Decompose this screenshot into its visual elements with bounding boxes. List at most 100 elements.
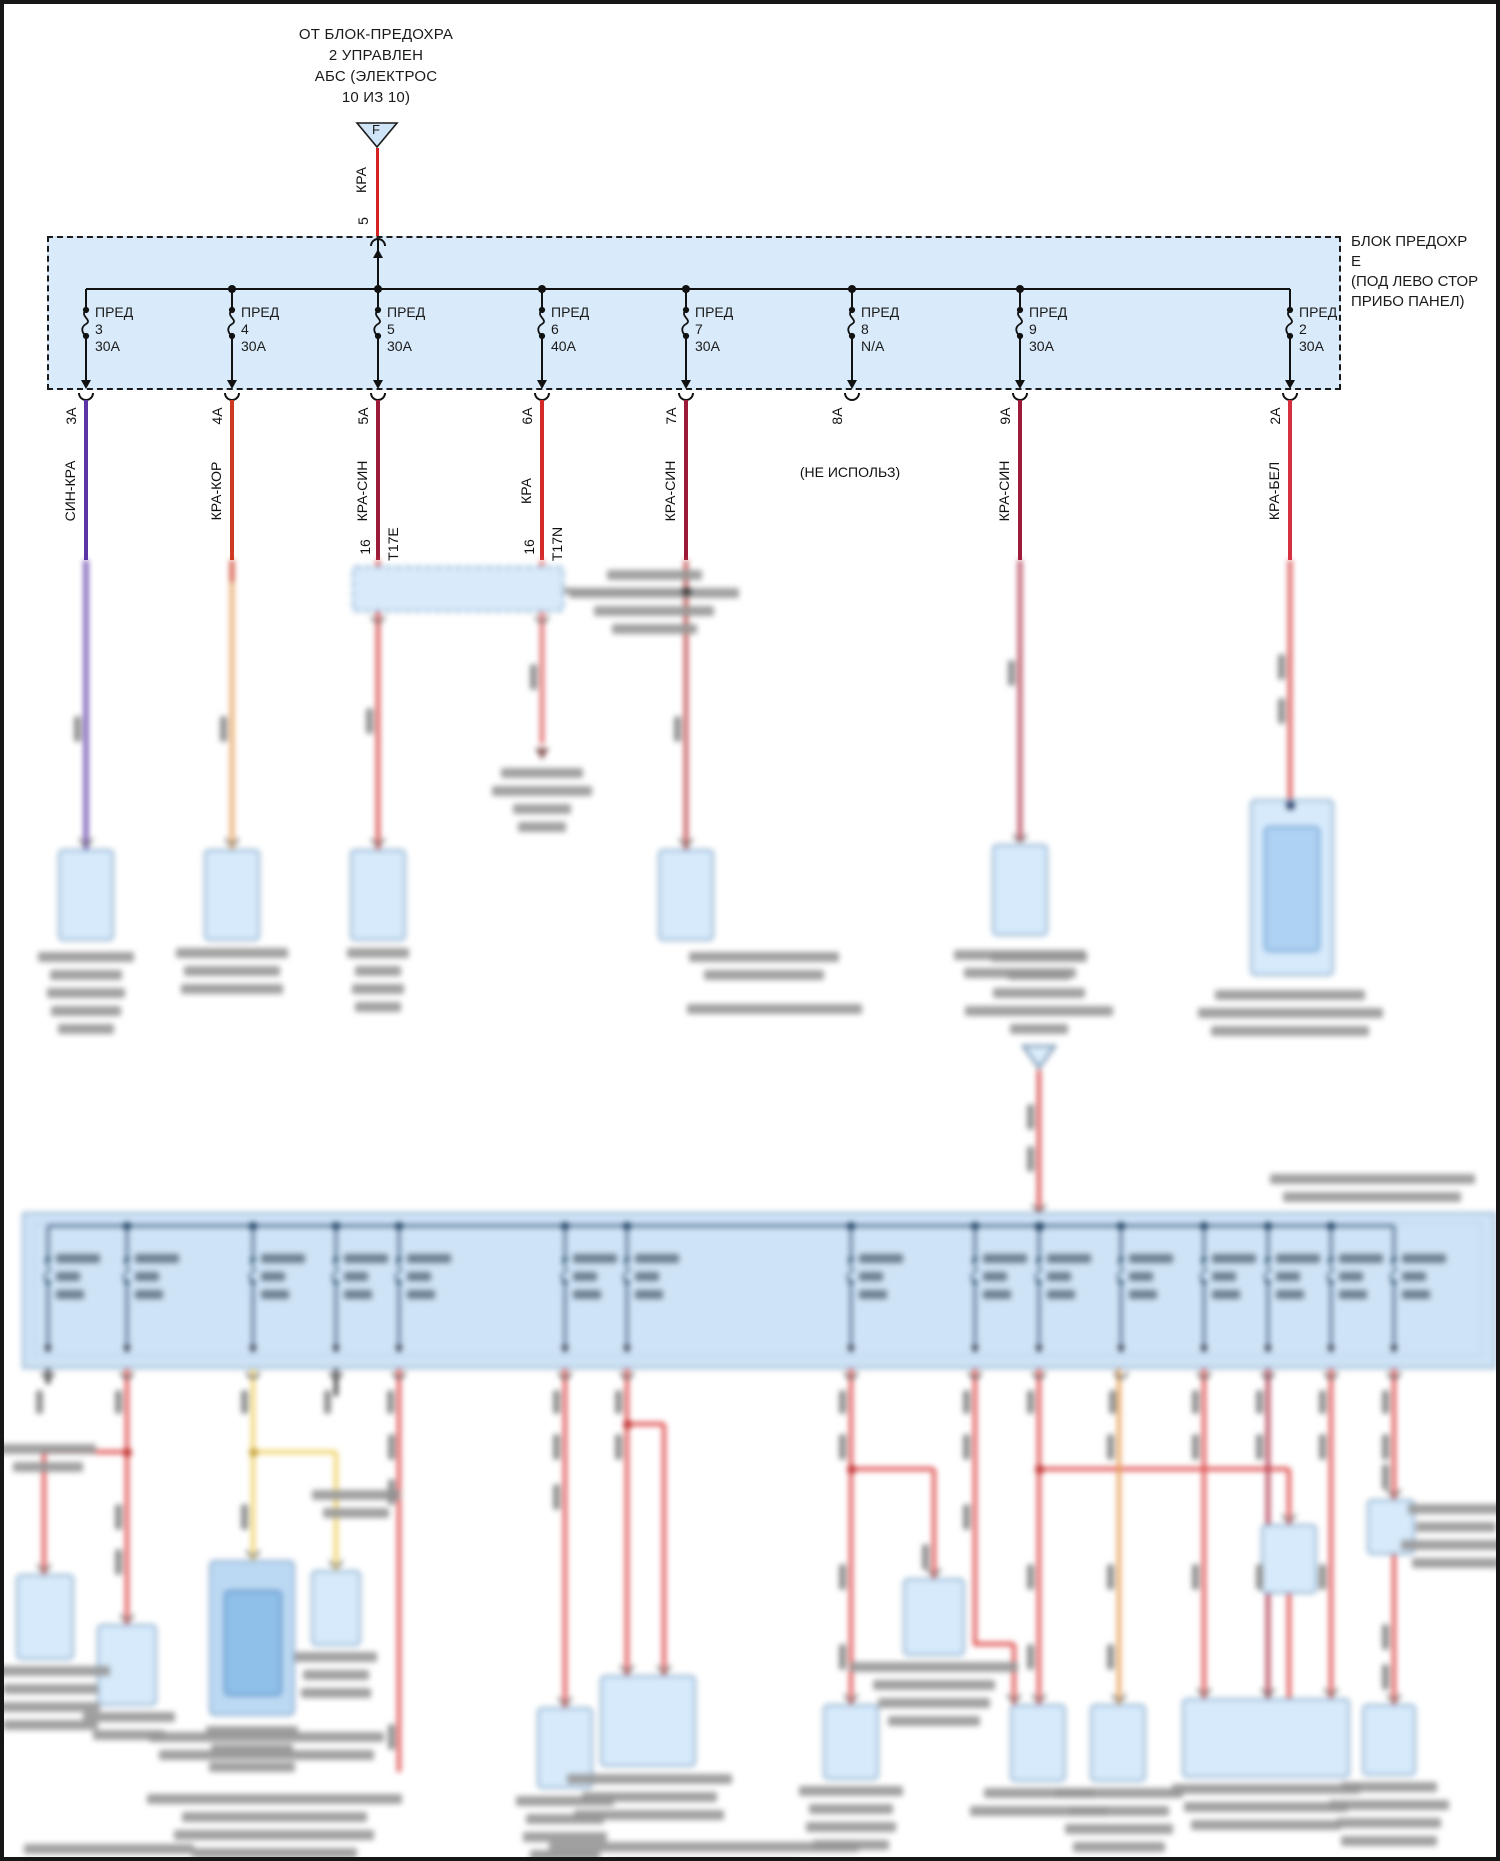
arrowhead-icon xyxy=(373,249,383,258)
blurred-fuse-label xyxy=(1212,1290,1240,1299)
lower-tap xyxy=(1267,1226,1269,1260)
blurred-pin-mark xyxy=(241,1504,248,1530)
connector-id-label: T17E xyxy=(385,527,401,561)
connector-cup-icon xyxy=(1261,1372,1275,1379)
fuse-output-pin-label: 8А xyxy=(829,407,845,425)
blurred-pin-mark xyxy=(1382,1390,1389,1414)
blurred-fuse-label xyxy=(859,1290,887,1299)
blurred-pin-mark xyxy=(1319,1564,1326,1590)
blurred-fuse-label xyxy=(1047,1290,1075,1299)
blurred-caption-line xyxy=(581,1792,717,1802)
blurred-fuse-label xyxy=(1276,1272,1300,1281)
blurred-wire xyxy=(975,1642,1014,1646)
unused-note: (НЕ ИСПОЛЬЗ) xyxy=(799,464,901,480)
source-note: ОТ БЛОК-ПРЕДОХРА 2 УПРАВЛЕН АБС (ЭЛЕКТРО… xyxy=(226,24,526,108)
blurred-fuse-label xyxy=(135,1254,179,1263)
junction-dot xyxy=(1034,1221,1044,1231)
feed-wire xyxy=(375,148,379,236)
blurred-wire xyxy=(1117,1369,1121,1706)
blurred-wire xyxy=(1392,1369,1396,1501)
blurred-pin-mark xyxy=(963,1504,970,1530)
blurred-fuse-label xyxy=(1047,1254,1091,1263)
blurred-pin-mark xyxy=(1319,1434,1326,1460)
blurred-caption-line xyxy=(878,1698,990,1708)
blurred-caption-line xyxy=(1211,1026,1369,1036)
connector-cup-icon xyxy=(246,1550,260,1557)
blurred-fuse-label xyxy=(573,1290,601,1299)
blurred-caption-line xyxy=(1065,1824,1173,1834)
blurred-caption-line xyxy=(4,1702,100,1712)
blurred-caption-line xyxy=(1416,1522,1496,1532)
blurred-caption-line xyxy=(516,1796,614,1806)
output-wire xyxy=(1288,400,1292,560)
blurred-wire xyxy=(662,1424,666,1677)
fuse-element-icon xyxy=(1199,1256,1207,1286)
connector-cup-icon xyxy=(1112,1694,1126,1701)
blurred-caption-line xyxy=(594,606,714,616)
blurred-caption-line xyxy=(523,1832,607,1842)
connector-pin-label: 16 xyxy=(521,539,537,555)
blurred-component xyxy=(350,849,406,941)
lower-tap xyxy=(126,1226,128,1260)
connector-cup-icon xyxy=(1013,834,1027,841)
fuse-output-pin-label: 9А xyxy=(997,407,1013,425)
arrowhead-icon xyxy=(1035,1346,1043,1353)
blurred-fuse-label xyxy=(983,1290,1011,1299)
blurred-caption-line xyxy=(1269,1174,1475,1184)
blurred-caption-line xyxy=(209,1762,295,1772)
blurred-wire xyxy=(932,1469,936,1580)
blurred-caption-line xyxy=(83,1712,175,1722)
blurred-caption-line xyxy=(984,1788,1094,1798)
blurred-wire xyxy=(230,582,234,849)
blurred-caption-line xyxy=(1055,1788,1183,1798)
fuse-element-icon xyxy=(122,1256,130,1286)
blurred-caption-line xyxy=(993,988,1085,998)
blurred-fuse-label xyxy=(56,1254,100,1263)
blurred-fuse-label xyxy=(407,1272,431,1281)
blurred-pin-mark xyxy=(1278,698,1285,724)
lower-block-inner xyxy=(34,1223,1482,1356)
fuse-label: ПРЕД 4 30А xyxy=(241,304,280,354)
blurred-caption-line xyxy=(530,1850,600,1857)
blurred-pin-mark xyxy=(220,716,227,742)
blurred-pin-mark xyxy=(1256,1390,1263,1414)
blurred-caption-line xyxy=(965,1006,1113,1016)
blurred-pin-mark xyxy=(674,716,681,742)
source-note-line: 10 ИЗ 10) xyxy=(341,89,411,106)
arrowhead-icon xyxy=(535,748,549,760)
blurred-wire xyxy=(973,1369,977,1646)
blurred-pin-mark xyxy=(553,1484,560,1510)
blurred-wire xyxy=(1202,1369,1206,1700)
lower-tap xyxy=(626,1226,628,1260)
blurred-diagram-section xyxy=(4,560,1496,1857)
blurred-caption-line xyxy=(176,948,288,958)
junction-dot xyxy=(846,1464,856,1474)
fuse-label: ПРЕД 3 30А xyxy=(95,304,134,354)
wire-color-label: СИН-КРА xyxy=(62,460,78,522)
connector-cup-icon xyxy=(558,1697,572,1704)
blurred-caption-line xyxy=(574,1810,724,1820)
connector-cup-icon xyxy=(1324,1372,1338,1379)
fuse-out-line xyxy=(541,336,543,384)
blurred-fuse-label xyxy=(261,1272,285,1281)
fuse-out-line xyxy=(377,336,379,384)
blurred-caption-line xyxy=(47,988,125,998)
lower-out xyxy=(626,1286,628,1352)
blurred-pin-mark xyxy=(1008,660,1015,686)
connector-cup-icon xyxy=(1387,1372,1401,1379)
fuse-tap-line xyxy=(1289,289,1291,310)
blurred-caption-line xyxy=(704,970,824,980)
fuse-element-icon xyxy=(1034,1256,1042,1286)
blurred-component xyxy=(311,1570,361,1646)
arrowhead-icon xyxy=(227,380,237,389)
connector-cup-icon xyxy=(371,616,385,623)
lower-bus xyxy=(48,1224,1394,1228)
blurred-fuse-label xyxy=(635,1290,663,1299)
blurred-component xyxy=(600,1675,696,1767)
blurred-wire xyxy=(849,1369,853,1706)
blurred-caption-line xyxy=(1329,1800,1449,1810)
blurred-component xyxy=(58,849,114,941)
blurred-caption-line xyxy=(4,1666,110,1676)
blurred-caption-line xyxy=(1412,1558,1496,1568)
output-wire xyxy=(1018,400,1022,560)
